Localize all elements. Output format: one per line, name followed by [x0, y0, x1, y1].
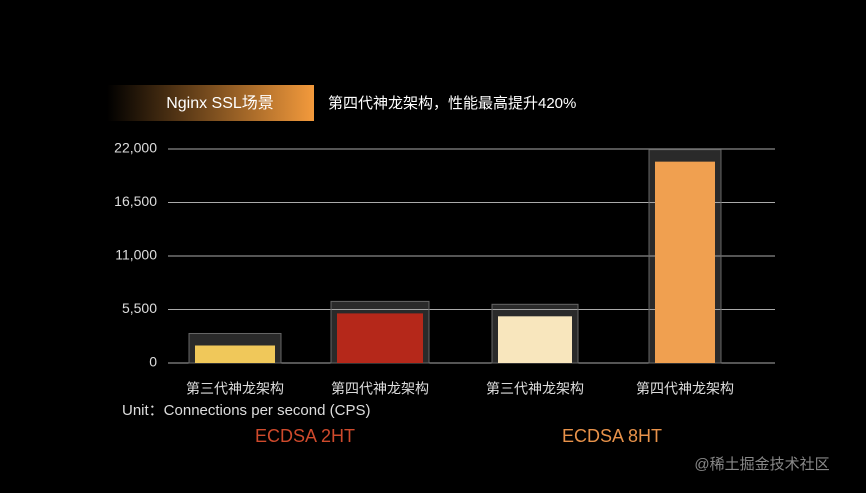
x-tick-label: 第四代神龙架构: [331, 381, 429, 397]
unit-label: Unit：Connections per second (CPS): [122, 402, 370, 419]
header-scene: Nginx SSL场景: [166, 94, 274, 112]
y-tick-label: 0: [149, 354, 157, 370]
y-tick-label: 22,000: [114, 140, 157, 156]
y-tick-label: 16,500: [114, 193, 157, 209]
group-label: ECDSA 8HT: [562, 426, 662, 446]
x-tick-label: 第三代神龙架构: [486, 381, 584, 397]
header-box: [107, 85, 314, 121]
bar: [498, 316, 572, 363]
x-tick-label: 第四代神龙架构: [636, 381, 734, 397]
bar: [195, 345, 275, 363]
x-tick-label: 第三代神龙架构: [186, 381, 284, 397]
y-tick-label: 5,500: [122, 300, 157, 316]
bar: [655, 161, 715, 363]
group-label: ECDSA 2HT: [255, 426, 355, 446]
header-headline: 第四代神龙架构，性能最高提升420%: [328, 94, 576, 112]
y-tick-label: 11,000: [115, 247, 157, 263]
watermark: @稀土掘金技术社区: [694, 456, 829, 473]
bar: [337, 313, 423, 363]
